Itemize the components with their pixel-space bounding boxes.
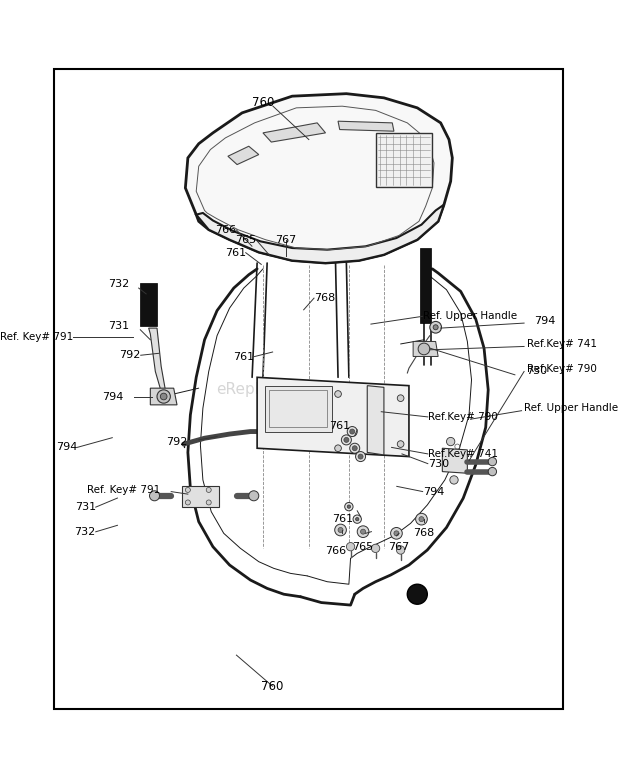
Text: 730: 730 bbox=[526, 366, 547, 377]
Circle shape bbox=[391, 527, 402, 539]
Circle shape bbox=[396, 546, 405, 554]
Circle shape bbox=[344, 437, 349, 443]
Polygon shape bbox=[182, 485, 219, 506]
Text: 761: 761 bbox=[332, 514, 353, 524]
Polygon shape bbox=[228, 146, 259, 165]
Text: 767: 767 bbox=[275, 235, 296, 245]
Text: 794: 794 bbox=[423, 486, 444, 496]
Circle shape bbox=[347, 426, 357, 436]
Circle shape bbox=[352, 446, 357, 450]
Text: 794: 794 bbox=[56, 443, 77, 453]
Circle shape bbox=[338, 527, 343, 532]
Text: Ref.Key# 790: Ref.Key# 790 bbox=[528, 364, 597, 374]
Text: 732: 732 bbox=[108, 279, 130, 289]
Polygon shape bbox=[338, 121, 394, 131]
Text: 792: 792 bbox=[120, 350, 141, 360]
Circle shape bbox=[430, 321, 441, 333]
Polygon shape bbox=[150, 388, 177, 405]
Circle shape bbox=[418, 343, 430, 355]
Circle shape bbox=[206, 500, 211, 505]
Circle shape bbox=[407, 584, 427, 605]
Circle shape bbox=[335, 524, 347, 536]
Circle shape bbox=[397, 395, 404, 401]
Circle shape bbox=[206, 488, 211, 492]
Circle shape bbox=[347, 505, 350, 508]
Bar bbox=[376, 133, 432, 187]
Circle shape bbox=[433, 324, 438, 330]
Text: Ref. Upper Handle: Ref. Upper Handle bbox=[524, 403, 618, 413]
Circle shape bbox=[415, 513, 427, 525]
Text: 730: 730 bbox=[428, 459, 449, 468]
Circle shape bbox=[335, 391, 342, 398]
Text: 731: 731 bbox=[108, 321, 130, 331]
Circle shape bbox=[397, 440, 404, 447]
Circle shape bbox=[350, 429, 355, 434]
Circle shape bbox=[157, 390, 171, 403]
Polygon shape bbox=[442, 448, 467, 473]
Text: 761: 761 bbox=[224, 247, 246, 258]
Text: 794: 794 bbox=[102, 391, 123, 401]
Text: 760: 760 bbox=[252, 96, 274, 108]
Text: 760: 760 bbox=[262, 680, 284, 692]
Text: Ref. Upper Handle: Ref. Upper Handle bbox=[423, 311, 516, 321]
Circle shape bbox=[249, 491, 259, 501]
Polygon shape bbox=[257, 377, 409, 457]
Text: 731: 731 bbox=[74, 502, 95, 512]
Polygon shape bbox=[149, 328, 166, 391]
Polygon shape bbox=[413, 342, 438, 356]
Circle shape bbox=[335, 445, 342, 451]
Polygon shape bbox=[263, 123, 326, 142]
Text: Ref.Key# 790: Ref.Key# 790 bbox=[428, 412, 498, 422]
Polygon shape bbox=[367, 386, 384, 455]
Circle shape bbox=[488, 468, 497, 476]
Bar bbox=[420, 248, 432, 323]
Circle shape bbox=[355, 451, 366, 461]
Text: 767: 767 bbox=[388, 541, 410, 552]
Circle shape bbox=[361, 529, 366, 534]
Text: Ref.Key# 741: Ref.Key# 741 bbox=[528, 339, 598, 349]
Polygon shape bbox=[196, 205, 444, 263]
Circle shape bbox=[345, 503, 353, 511]
Circle shape bbox=[358, 454, 363, 459]
Circle shape bbox=[394, 531, 399, 536]
Text: 794: 794 bbox=[534, 317, 556, 327]
Circle shape bbox=[357, 526, 369, 538]
Text: 765: 765 bbox=[235, 235, 256, 245]
Text: 766: 766 bbox=[215, 225, 236, 235]
Circle shape bbox=[185, 488, 190, 492]
Text: 768: 768 bbox=[314, 293, 335, 303]
Circle shape bbox=[353, 515, 361, 524]
Text: 761: 761 bbox=[329, 421, 350, 431]
Text: 792: 792 bbox=[167, 436, 188, 447]
Circle shape bbox=[355, 517, 359, 520]
Text: 766: 766 bbox=[325, 546, 346, 555]
Text: Ref.Key# 741: Ref.Key# 741 bbox=[428, 449, 498, 459]
Text: 768: 768 bbox=[414, 528, 435, 538]
Polygon shape bbox=[185, 93, 453, 263]
Bar bbox=[269, 390, 327, 426]
Circle shape bbox=[450, 476, 458, 484]
Circle shape bbox=[161, 393, 167, 400]
Circle shape bbox=[350, 443, 360, 454]
Text: Ref. Key# 791: Ref. Key# 791 bbox=[0, 332, 74, 342]
Circle shape bbox=[419, 517, 424, 522]
Text: Ref. Key# 791: Ref. Key# 791 bbox=[87, 485, 161, 495]
Circle shape bbox=[149, 491, 159, 501]
Circle shape bbox=[342, 435, 352, 445]
Text: 732: 732 bbox=[74, 527, 95, 537]
Circle shape bbox=[371, 544, 380, 552]
Circle shape bbox=[347, 542, 355, 551]
Text: 765: 765 bbox=[353, 541, 374, 552]
Bar bbox=[140, 283, 157, 327]
Text: 761: 761 bbox=[233, 352, 255, 362]
Text: eReplacementParts.com: eReplacementParts.com bbox=[216, 381, 402, 397]
Circle shape bbox=[488, 457, 497, 466]
Circle shape bbox=[446, 437, 455, 446]
Circle shape bbox=[185, 500, 190, 505]
Bar bbox=[265, 386, 332, 432]
